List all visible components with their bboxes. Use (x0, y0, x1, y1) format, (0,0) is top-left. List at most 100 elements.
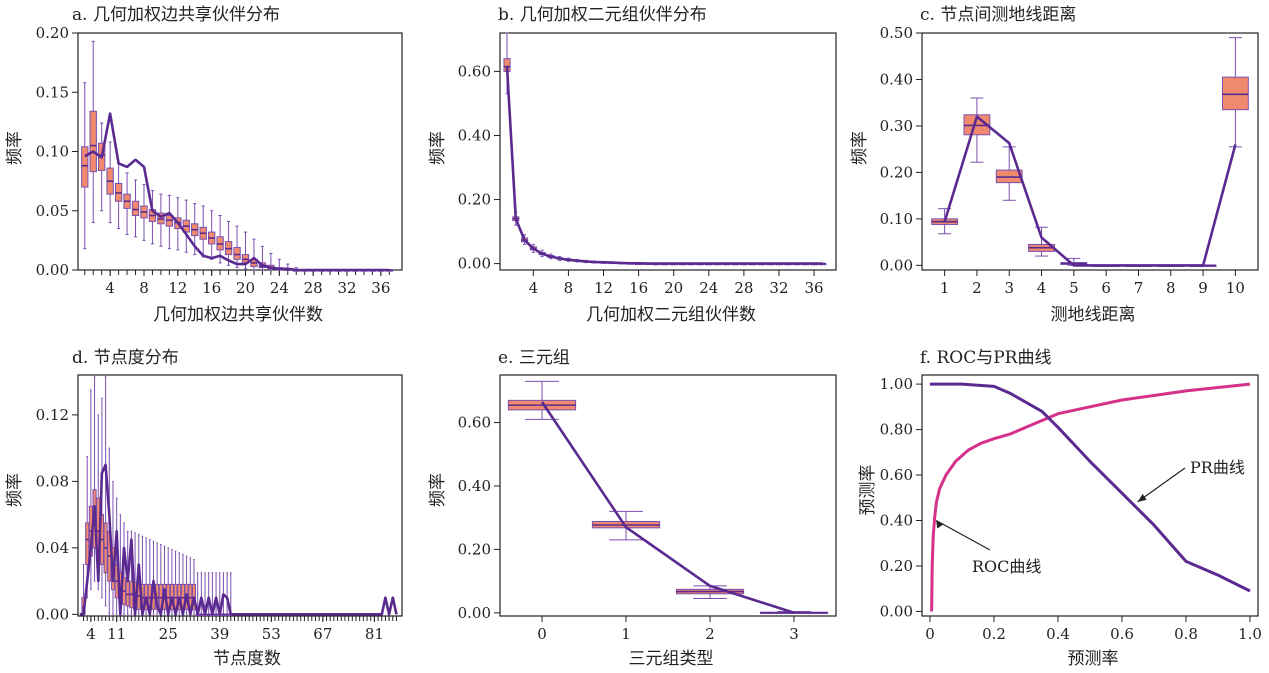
panel-a-ylabel: 频率 (5, 131, 25, 165)
panel-f-title: f. ROC与PR曲线 (920, 348, 1051, 368)
panel-a-y-tick-label: 0.15 (36, 83, 69, 101)
panel-a-x-tick-label: 32 (337, 279, 356, 297)
panel-f-x-tick-label: 0 (925, 625, 935, 643)
panel-a-x-tick-label: 24 (270, 279, 289, 297)
panel-c-y-tick-label: 0.00 (880, 256, 913, 274)
panel-c-x-tick-label: 3 (1004, 279, 1014, 297)
box-body (1221, 76, 1249, 111)
panel-f-frame (921, 374, 1259, 617)
panel-f-y-tick-label: 1.00 (880, 375, 913, 393)
panel-e-x-tick-label: 2 (705, 625, 715, 643)
pr-curve-annotation: PR曲线 (1190, 458, 1245, 477)
panel-c-ylabel: 频率 (850, 131, 870, 165)
panel-a-y-tick-label: 0.00 (36, 261, 69, 279)
pr-annotation-arrowhead (1137, 493, 1147, 502)
panel-d-x-tick-label: 53 (262, 625, 281, 643)
roc-annotation-arrowhead (936, 520, 944, 529)
panel-c-x-tick-label: 8 (1166, 279, 1176, 297)
panel-d-xlabel: 节点度数 (213, 649, 281, 669)
panel-c-y-tick-label: 0.30 (880, 117, 913, 135)
panel-d-y-tick-label: 0.00 (36, 605, 69, 623)
panel-e-x-tick-label: 3 (789, 625, 799, 643)
panel-e-ylabel: 频率 (428, 473, 448, 507)
panel-a-y-tick-label: 0.10 (36, 143, 69, 161)
panel-c-y-tick-label: 0.20 (880, 163, 913, 181)
panel-b-ylabel: 频率 (428, 131, 448, 165)
panel-b-y-tick-label: 0.40 (458, 126, 491, 144)
panel-d-title: d. 节点度分布 (72, 348, 179, 368)
panel-f-y-tick-label: 0.40 (880, 512, 913, 530)
panel-a-x-tick-label: 8 (139, 279, 149, 297)
panel-d-x-tick-label: 81 (365, 625, 384, 643)
box-body (81, 146, 89, 188)
panel-d-x-tick-label: 11 (107, 625, 126, 643)
panel-d-x-tick-label: 39 (210, 625, 229, 643)
panel-f-y-tick-label: 0.60 (880, 466, 913, 484)
panel-d-y-tick-label: 0.04 (36, 539, 69, 557)
panel-f-y-tick-label: 0.20 (880, 557, 913, 575)
panel-a-x-tick-label: 28 (304, 279, 323, 297)
panel-c-title: c. 节点间测地线距离 (920, 5, 1076, 25)
panel-c-x-tick-label: 1 (940, 279, 950, 297)
pr-curve-line (930, 382, 1251, 593)
panel-c-y-tick-label: 0.10 (880, 210, 913, 228)
panel-c-x-tick-label: 7 (1134, 279, 1144, 297)
panel-c-x-tick-label: 4 (1037, 279, 1047, 297)
panel-a-x-tick-label: 16 (202, 279, 221, 297)
panel-b-xlabel: 几何加权二元组伙伴数 (586, 305, 756, 325)
panel-b-x-tick-label: 24 (699, 279, 718, 297)
panel-b-x-tick-label: 4 (529, 279, 539, 297)
panel-a-y-tick-label: 0.05 (36, 202, 69, 220)
panel-b-y-tick-label: 0.20 (458, 191, 491, 209)
panel-c-observed-line (943, 115, 1237, 267)
panel-e-frame (499, 374, 837, 617)
roc-annotation-arrow (935, 519, 991, 551)
panel-d-x-tick-label: 25 (159, 625, 178, 643)
panel-c-x-tick-label: 10 (1226, 279, 1245, 297)
panel-d-observed-line (79, 463, 398, 616)
panel-f-x-tick-label: 0.6 (1110, 625, 1134, 643)
panel-f-x-tick-label: 0.8 (1174, 625, 1198, 643)
roc-curve-annotation: ROC曲线 (972, 557, 1041, 576)
panel-b-x-tick-label: 20 (664, 279, 683, 297)
box-body (125, 580, 130, 607)
panel-f-xlabel: 预测率 (1068, 649, 1119, 669)
panel-e-x-tick-label: 1 (621, 625, 631, 643)
panel-f-ylabel: 预测率 (858, 465, 878, 516)
panel-a-x-tick-label: 20 (236, 279, 255, 297)
panel-f-y-tick-label: 0.80 (880, 421, 913, 439)
panel-d-x-tick-label: 4 (86, 625, 96, 643)
panel-c-frame (921, 32, 1259, 271)
panel-e-y-tick-label: 0.40 (458, 477, 491, 495)
panel-e-xlabel: 三元组类型 (629, 649, 714, 669)
panel-c-y-tick-label: 0.50 (880, 24, 913, 42)
panel-b-x-tick-label: 32 (769, 279, 788, 297)
panel-a-x-tick-label: 4 (105, 279, 115, 297)
panel-b-observed-line (505, 66, 823, 265)
box-body (233, 246, 241, 260)
panel-e-y-tick-label: 0.20 (458, 540, 491, 558)
panel-e-title: e. 三元组 (498, 348, 570, 368)
panel-b-x-tick-label: 12 (594, 279, 613, 297)
panel-e-observed-line (540, 401, 795, 615)
pr-annotation-arrow (1137, 467, 1186, 503)
panel-b-y-tick-label: 0.00 (458, 255, 491, 273)
panel-e-y-tick-label: 0.60 (458, 414, 491, 432)
panel-d-frame (77, 374, 403, 617)
panel-e-x-tick-label: 0 (537, 625, 547, 643)
panel-d-y-tick-label: 0.12 (36, 406, 69, 424)
panel-c-x-tick-label: 6 (1101, 279, 1111, 297)
panel-d-x-tick-label: 67 (313, 625, 332, 643)
panel-f-x-tick-label: 0.4 (1046, 625, 1070, 643)
panel-b-x-tick-label: 36 (805, 279, 824, 297)
panel-b-y-tick-label: 0.60 (458, 62, 491, 80)
panel-a-x-tick-label: 36 (371, 279, 390, 297)
panel-c-y-tick-label: 0.40 (880, 70, 913, 88)
panel-d-ylabel: 频率 (5, 473, 25, 507)
panel-f-x-tick-label: 1.0 (1238, 625, 1262, 643)
panel-d-y-tick-label: 0.08 (36, 472, 69, 490)
panel-c-x-tick-label: 5 (1069, 279, 1079, 297)
panel-c-x-tick-label: 2 (972, 279, 982, 297)
panel-a-xlabel: 几何加权边共享伙伴数 (153, 305, 323, 325)
